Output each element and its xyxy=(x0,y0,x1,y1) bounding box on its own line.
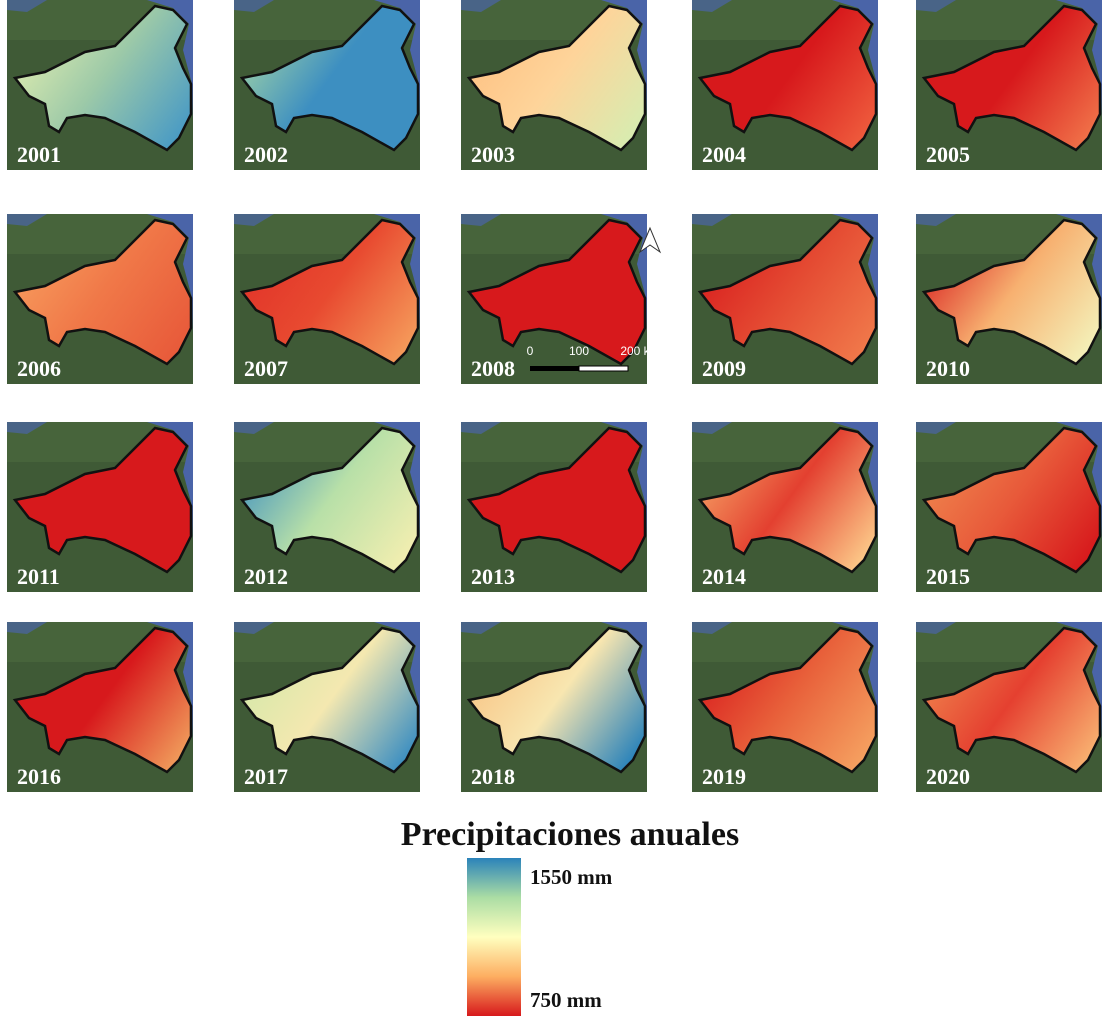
year-label: 2007 xyxy=(244,356,288,381)
year-label: 2003 xyxy=(471,142,515,167)
year-label: 2005 xyxy=(926,142,970,167)
map-panel: 2012 xyxy=(234,422,420,592)
map-panel: 2005 xyxy=(916,0,1102,170)
year-label: 2019 xyxy=(702,764,746,789)
scale-segment xyxy=(530,366,579,371)
year-label: 2010 xyxy=(926,356,970,381)
map-panel: 2007 xyxy=(234,214,420,384)
map-panel: 2009 xyxy=(692,214,878,384)
year-label: 2009 xyxy=(702,356,746,381)
map-panel: 2002 xyxy=(234,0,420,170)
year-label: 2001 xyxy=(17,142,61,167)
map-panel: 2008 xyxy=(461,214,647,384)
legend-max-label: 1550 mm xyxy=(530,865,613,889)
map-panel: 2020 xyxy=(916,622,1102,792)
year-label: 2006 xyxy=(17,356,61,381)
map-panel: 2004 xyxy=(692,0,878,170)
map-panel: 2006 xyxy=(7,214,193,384)
legend-min-label: 750 mm xyxy=(530,988,602,1012)
figure: 2001 2002 2003 2004 2005 2006 2007 2008 2009 2010… xyxy=(0,0,1104,1019)
map-panel: 2017 xyxy=(234,622,420,792)
map-panel: 2011 xyxy=(7,422,193,592)
legend-colorbar xyxy=(467,858,521,1016)
year-label: 2002 xyxy=(244,142,288,167)
year-label: 2018 xyxy=(471,764,515,789)
year-label: 2004 xyxy=(702,142,746,167)
year-label: 2008 xyxy=(471,356,515,381)
year-label: 2017 xyxy=(244,764,288,789)
year-label: 2011 xyxy=(17,564,60,589)
map-panel: 2013 xyxy=(461,422,647,592)
map-panel: 2001 xyxy=(7,0,193,170)
year-label: 2016 xyxy=(17,764,61,789)
scale-segment xyxy=(579,366,628,371)
year-label: 2020 xyxy=(926,764,970,789)
map-panel: 2015 xyxy=(916,422,1102,592)
year-label: 2013 xyxy=(471,564,515,589)
map-panel: 2019 xyxy=(692,622,878,792)
year-label: 2012 xyxy=(244,564,288,589)
map-panel: 2016 xyxy=(7,622,193,792)
map-panel: 2018 xyxy=(461,622,647,792)
map-panel: 2014 xyxy=(692,422,878,592)
scale-label: 100 xyxy=(569,344,589,358)
legend-title: Precipitaciones anuales xyxy=(401,816,739,853)
panel-grid: 2001 2002 2003 2004 2005 2006 2007 2008 2009 2010… xyxy=(7,0,1102,792)
scale-label: 200 km xyxy=(620,344,659,358)
map-panel: 2003 xyxy=(461,0,647,170)
scale-label: 0 xyxy=(527,344,534,358)
year-label: 2015 xyxy=(926,564,970,589)
map-panel: 2010 xyxy=(916,214,1102,384)
year-label: 2014 xyxy=(702,564,746,589)
